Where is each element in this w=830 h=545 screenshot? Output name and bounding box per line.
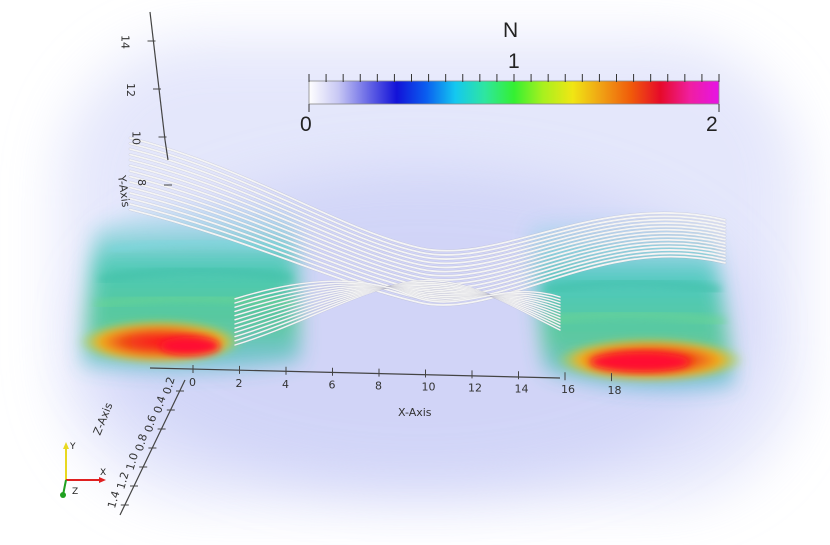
field-line-upper <box>129 148 726 261</box>
field-line-lower <box>234 283 561 338</box>
y-tick-label: 14 <box>119 35 132 49</box>
y-tick-label: 12 <box>124 83 137 97</box>
x-tick-label: 16 <box>561 383 575 396</box>
y-tick-label: 10 <box>130 131 143 145</box>
x-tick-label: 10 <box>422 381 436 394</box>
field-line-upper <box>129 175 726 281</box>
density-volume-left <box>78 207 300 372</box>
field-line-lower <box>234 282 561 304</box>
orientation-z-label: Z <box>72 487 78 497</box>
x-tick-label: 14 <box>515 382 529 395</box>
z-tick-label: 1.2 <box>114 470 131 490</box>
orientation-axes-widget: Y X Z <box>60 442 106 498</box>
colorbar-ticks <box>308 74 720 112</box>
x-axis-title: X-Axis <box>398 406 432 419</box>
x-tick-label: 12 <box>468 381 482 394</box>
colorbar-min-label: 0 <box>300 113 312 136</box>
colorbar-mid-label: 1 <box>508 50 520 73</box>
field-line-lower <box>234 281 561 342</box>
field-line-upper <box>129 181 726 286</box>
y-axis-title: Y-Axis <box>115 174 132 209</box>
field-line-lower <box>234 284 561 308</box>
field-line-lower <box>234 280 561 303</box>
field-line-upper <box>129 208 726 306</box>
y-axis-line <box>149 11 166 141</box>
z-tick-label: 1.4 <box>105 489 122 509</box>
z-tick-label: 0.8 <box>133 432 150 452</box>
x-tick-label: 0 <box>189 376 196 389</box>
field-line-upper <box>129 170 726 277</box>
x-tick-label: 6 <box>329 379 336 392</box>
z-axis-ticks: 0.20.40.60.81.01.21.4 <box>105 375 184 510</box>
field-line-upper <box>129 164 726 273</box>
field-line-lower <box>234 279 561 346</box>
colorbar-title: N <box>503 19 518 42</box>
field-line-upper <box>129 153 726 265</box>
field-line-lower <box>234 286 561 317</box>
colorbar-max-label: 2 <box>706 113 718 136</box>
y-axis-ticks: 8 10 12 14 <box>119 35 172 186</box>
field-line-upper <box>129 159 726 269</box>
y-tick-label: 8 <box>135 179 148 186</box>
z-tick-label: 0.4 <box>151 394 168 414</box>
orientation-y-label: Y <box>69 442 76 452</box>
colorbar: N 1 0 2 <box>300 19 720 136</box>
colorbar-gradient <box>308 80 720 105</box>
z-tick-label: 0.2 <box>160 375 177 395</box>
field-line-lower <box>234 286 561 321</box>
field-line-lower <box>234 285 561 313</box>
x-axis-line <box>149 367 561 379</box>
field-line-lower <box>234 284 561 334</box>
orientation-x-label: X <box>100 468 106 478</box>
field-line-lower <box>234 285 561 329</box>
field-line-lower <box>234 286 561 325</box>
field-line-upper <box>129 142 726 256</box>
x-tick-label: 18 <box>608 384 622 397</box>
z-tick-label: 0.6 <box>142 413 159 433</box>
x-tick-label: 2 <box>236 377 243 390</box>
z-tick-label: 1.0 <box>124 451 141 471</box>
field-line-upper <box>129 137 726 252</box>
x-tick-label: 8 <box>375 380 382 393</box>
x-tick-label: 4 <box>282 378 289 391</box>
field-lines <box>128 136 727 347</box>
x-axis-ticks: 0 2 4 6 8 10 12 14 16 18 <box>189 365 622 397</box>
